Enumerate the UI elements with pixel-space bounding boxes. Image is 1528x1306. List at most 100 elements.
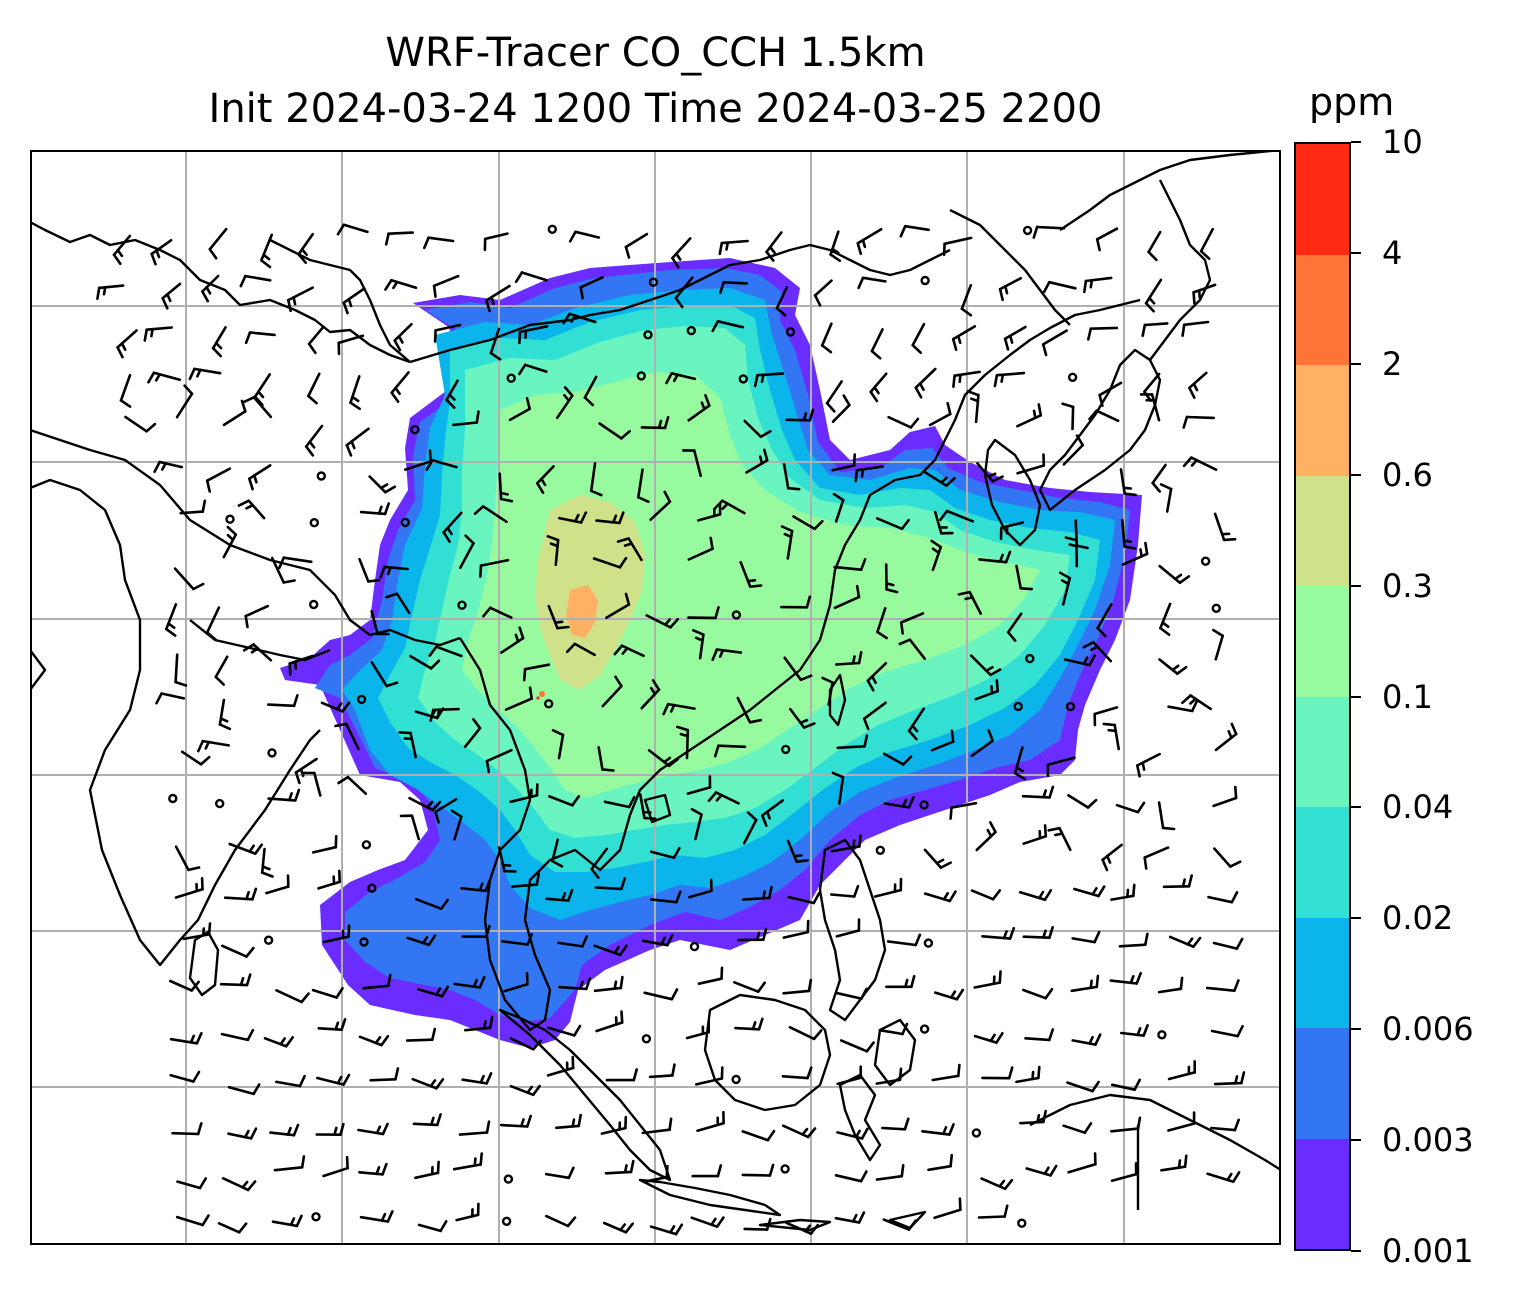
wind-barb [511,872,541,888]
wind-barb [976,462,1004,483]
wind-barb [315,1122,345,1137]
wind-barb [1212,785,1238,808]
wind-barb [821,676,834,706]
colorbar-tick [1351,1139,1361,1142]
colorbar-band [1296,806,1349,918]
wind-barb [432,274,460,298]
map-canvas [30,150,1281,1245]
wind-barb [405,1027,437,1042]
wind-barb [977,1204,1009,1219]
wind-barb [175,384,194,419]
wind-barb [1071,930,1101,944]
wind-barb [1167,699,1199,713]
wind-barb [933,510,954,535]
wind-barb [1167,1111,1196,1132]
wind-barb [713,744,747,758]
wind-barb [923,470,956,488]
wind-barb [690,1216,725,1228]
colorbar-tick [1351,1028,1361,1031]
wind-barb [546,534,560,567]
wind-barb [921,1123,955,1136]
wind-barb [931,1063,961,1082]
wind-barb [928,402,952,427]
wind-barb [835,918,861,938]
wind-barb [875,1163,905,1181]
wind-barb [923,890,957,903]
wind-barb [221,944,255,958]
colorbar-tick-label: 2 [1382,344,1403,383]
calm-wind-marker [214,798,225,809]
wind-barb [499,626,525,654]
wind-barb [1182,415,1215,429]
wind-barb [205,467,232,493]
wind-barb [1013,746,1026,781]
wind-barb [171,1122,203,1136]
wind-barb [269,1123,300,1137]
wind-barb [408,796,442,812]
wind-barb [221,1177,257,1192]
colorbar-tick [1351,1250,1361,1252]
wind-barb [1066,1080,1100,1093]
wind-barb [1212,628,1224,661]
calm-wind-marker [1065,701,1076,712]
wind-barb [743,419,772,439]
wind-barb [458,1120,491,1136]
wind-barb [514,271,549,284]
wind-barb [161,282,182,310]
wind-barb [960,283,973,317]
wind-barb [1042,280,1077,294]
wind-barb [640,415,670,430]
wind-barb [638,793,657,821]
wind-barb [836,1065,863,1086]
calm-wind-marker [309,599,319,610]
wind-barb [304,424,324,457]
wind-barb [358,1034,390,1047]
wind-barb [1158,658,1188,676]
wind-barb [780,595,812,609]
wind-barb [345,427,370,457]
colorbar-tick-label: 0.6 [1382,455,1433,494]
wind-barb [782,978,813,995]
colorbar [1294,142,1351,1251]
wind-barb [1024,1028,1055,1042]
wind-barb [862,701,887,731]
calm-wind-marker [225,514,235,524]
wind-barb [923,848,953,869]
wind-barb [1015,564,1034,591]
wind-barb [1016,403,1043,428]
wind-barb [237,499,266,520]
wind-barb [342,287,366,315]
calm-wind-marker [648,277,659,287]
wind-barb [286,286,315,313]
colorbar-band [1296,916,1349,1028]
calm-wind-marker [731,1074,741,1085]
wind-barb [674,276,694,309]
wind-barb [565,642,597,657]
wind-barb [711,648,743,662]
wind-barb [836,987,868,1000]
wind-barb [370,660,399,688]
wind-barb [836,734,869,750]
wind-barb [856,228,883,256]
wind-barb [315,1073,351,1086]
wind-barb [180,750,211,766]
wind-barb [267,788,301,802]
calm-wind-marker [367,883,377,893]
wind-barb [265,874,290,895]
wind-barb [271,1214,303,1228]
colorbar-tick [1351,141,1361,143]
wind-barb [713,499,746,515]
wind-barb [603,795,636,809]
wind-barb [866,661,888,692]
colorbar-band [1296,474,1349,586]
map-gridlines [30,150,1281,1245]
wind-barb [1205,979,1240,993]
wind-barb [616,537,643,562]
calm-wind-marker [410,425,420,435]
wind-barb [718,281,749,295]
wind-barb [434,797,458,824]
wind-barb [320,701,351,713]
wind-barb [957,590,983,615]
calm-wind-marker [1022,225,1033,236]
wind-barb [336,223,369,236]
